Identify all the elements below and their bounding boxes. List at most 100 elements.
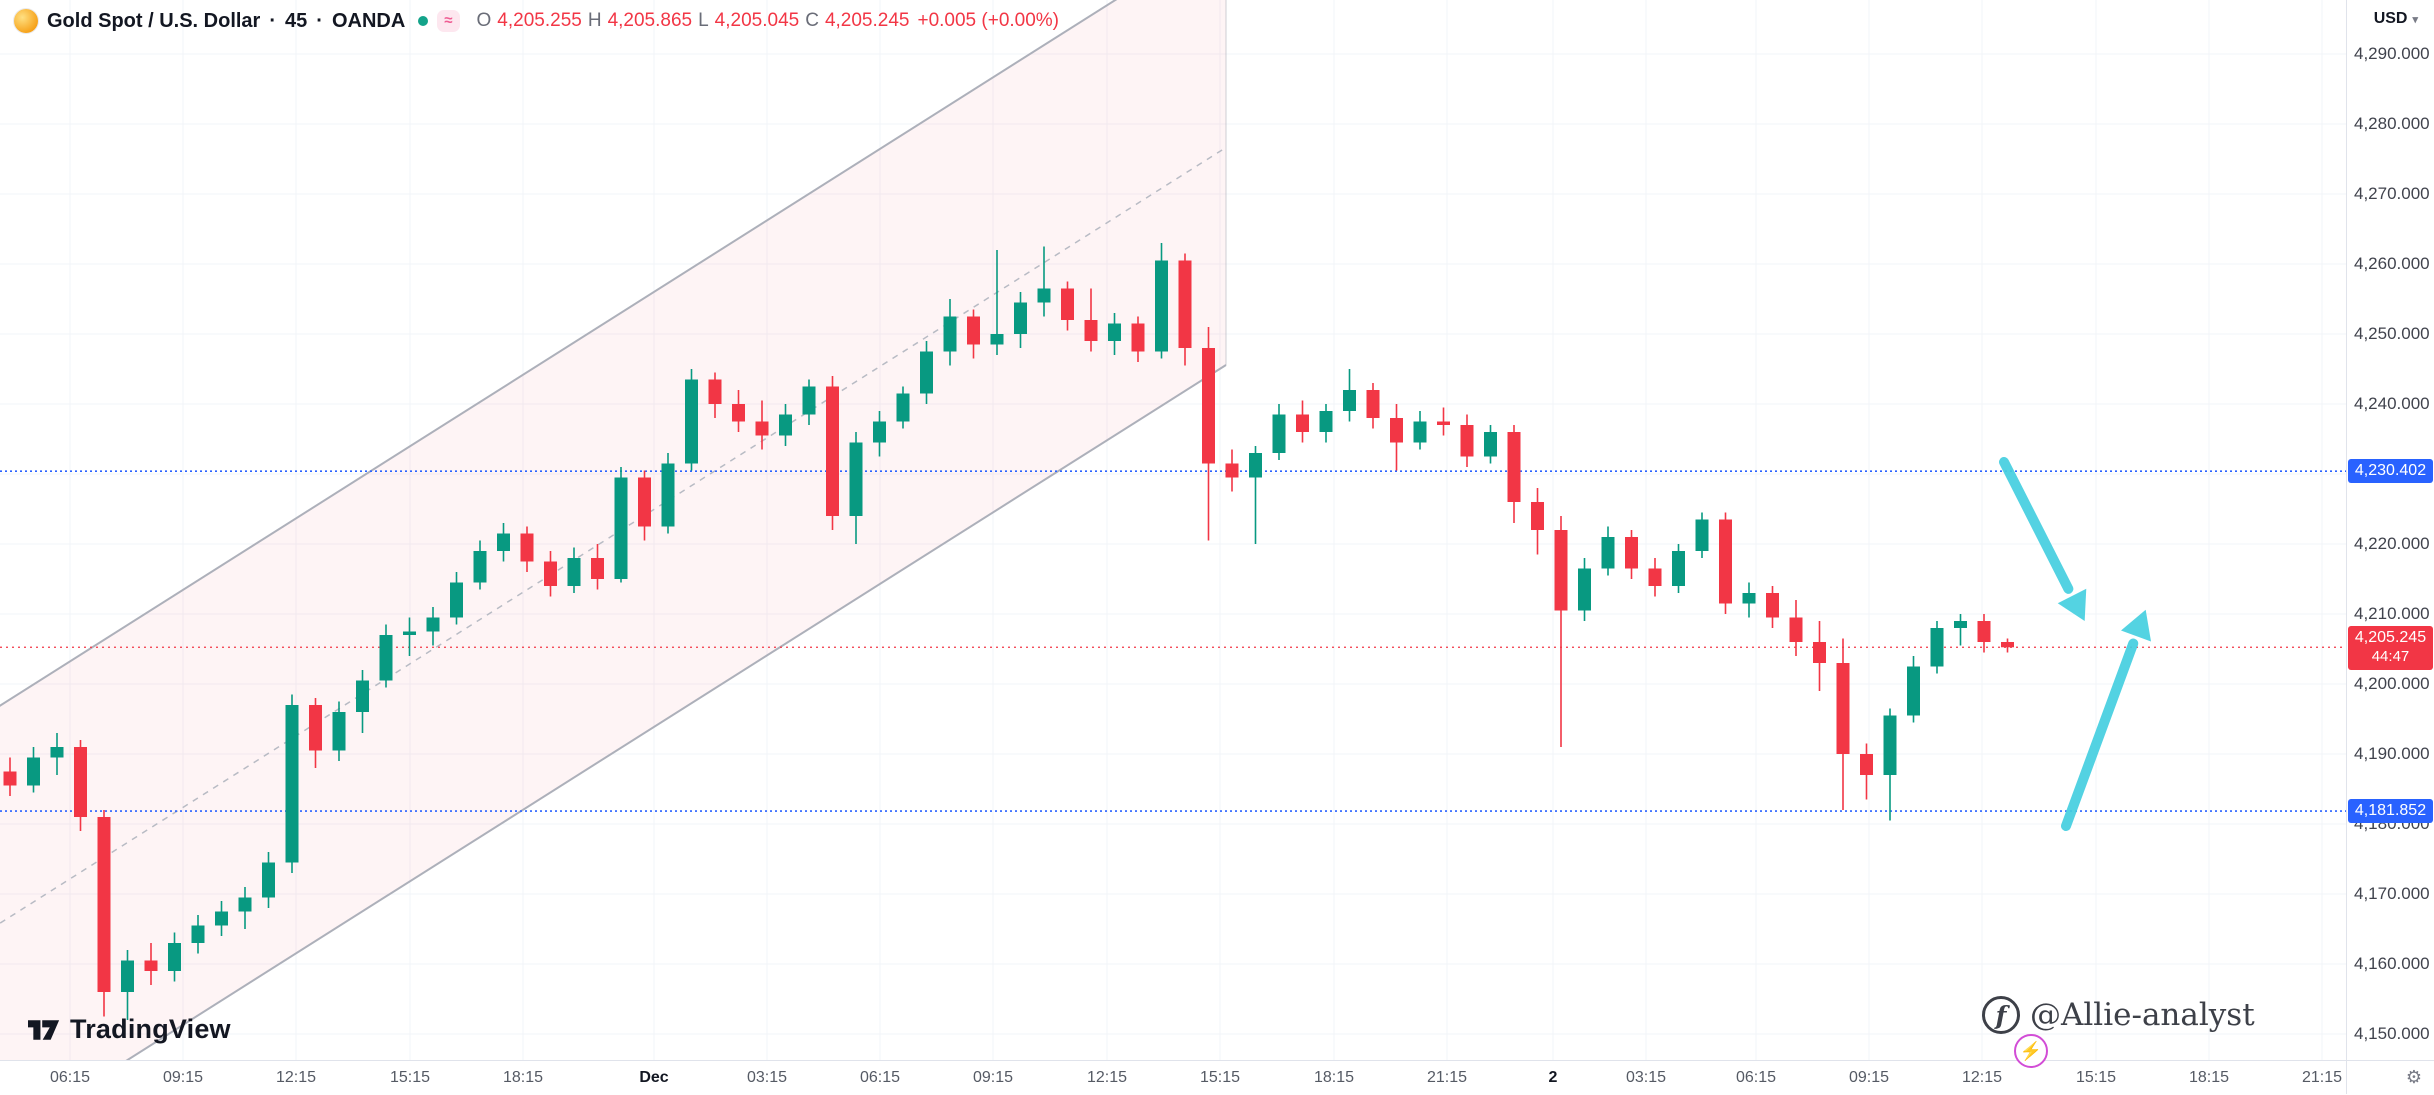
- arrow-shaft[interactable]: [2061, 638, 2139, 831]
- low-value: 4,205.045: [714, 10, 800, 31]
- time-axis-label: 06:15: [859, 1069, 901, 1086]
- time-axis-label: 12:15: [1961, 1069, 2003, 1086]
- candle: [238, 887, 252, 929]
- support-price-label[interactable]: 4,181.852: [2348, 799, 2433, 824]
- candle-body: [708, 379, 722, 404]
- exchange-name: OANDA: [331, 9, 406, 32]
- open-label: O: [476, 10, 492, 31]
- candle: [1930, 621, 1944, 674]
- candle-body: [1766, 593, 1779, 618]
- axis-corner: ⚙: [2346, 1060, 2434, 1094]
- lightning-icon[interactable]: ⚡: [2014, 1034, 2048, 1068]
- candle: [215, 901, 228, 936]
- candle: [1531, 488, 1544, 555]
- arrow-head[interactable]: [2120, 609, 2152, 642]
- price-axis-label: 4,190.000: [2354, 744, 2430, 763]
- candle: [1366, 383, 1380, 429]
- time-axis-label: 06:15: [1735, 1069, 1777, 1086]
- candle-body: [238, 897, 252, 912]
- high-value: 4,205.865: [607, 10, 693, 31]
- candle-body: [450, 582, 463, 618]
- arrow-shaft[interactable]: [1999, 457, 2074, 594]
- candle-body: [1977, 621, 1991, 642]
- candle-body: [1131, 323, 1145, 352]
- time-axis-label: 06:15: [49, 1069, 91, 1086]
- candle-body: [403, 631, 416, 635]
- candle: [168, 932, 181, 982]
- candle-body: [309, 705, 322, 751]
- candle-body: [144, 960, 158, 971]
- candle-body: [356, 680, 369, 712]
- candle-body: [1625, 537, 1638, 569]
- candle: [121, 950, 134, 1020]
- candle: [1202, 327, 1215, 541]
- close-value: 4,205.245: [824, 10, 910, 31]
- candle-body: [732, 404, 745, 422]
- candle: [1225, 449, 1239, 492]
- arrow-head[interactable]: [2057, 588, 2087, 621]
- candle: [920, 341, 933, 404]
- price-axis-label: 4,170.000: [2354, 884, 2430, 903]
- candle-body: [943, 316, 957, 352]
- candle-body: [1601, 537, 1615, 569]
- tradingview-logo[interactable]: TradingView: [28, 1014, 231, 1045]
- candle-body: [920, 351, 933, 394]
- candle: [638, 470, 651, 541]
- candle: [426, 607, 440, 646]
- chart-pane[interactable]: [0, 0, 2346, 1060]
- time-axis[interactable]: 06:15 09:15 12:15 15:15 18:15 Dec 03:15 06:15 09…: [0, 1060, 2346, 1095]
- channel-lower-line[interactable]: [0, 364, 1227, 1060]
- candle-body: [1084, 320, 1098, 341]
- candle: [1131, 316, 1145, 362]
- grid-lines: [0, 0, 2346, 1060]
- currency-selector[interactable]: USD ▾: [2374, 10, 2418, 28]
- resistance-price-label[interactable]: 4,230.402: [2348, 459, 2433, 484]
- candle: [1155, 243, 1168, 359]
- candle: [1695, 512, 1709, 558]
- candle: [1437, 407, 1450, 436]
- candle: [1108, 313, 1121, 355]
- candle-body: [1507, 432, 1521, 502]
- candle: [1719, 512, 1732, 614]
- gear-icon[interactable]: ⚙: [2405, 1067, 2422, 1087]
- price-axis[interactable]: 4,230.402 4,181.852 4,205.245 44:47 4,29…: [2346, 0, 2434, 1060]
- chart-svg[interactable]: [0, 0, 2346, 1060]
- candle-body: [826, 386, 839, 516]
- oanda-logo-icon: [14, 9, 38, 33]
- candle: [873, 411, 886, 457]
- candle: [1413, 411, 1427, 450]
- watermark-text: @Allie-analyst: [2030, 997, 2255, 1033]
- candle: [1836, 638, 1850, 810]
- candle-body: [967, 316, 980, 345]
- symbol-title[interactable]: Gold Spot / U.S. Dollar: [47, 9, 261, 32]
- candle: [1084, 288, 1098, 352]
- candle-body: [873, 421, 886, 443]
- candle-body: [1202, 348, 1215, 464]
- market-status-dot-icon[interactable]: [418, 16, 429, 26]
- candle-body: [896, 393, 910, 422]
- candle: [1343, 369, 1356, 422]
- candlestick-series: [3, 243, 2014, 1020]
- candle-body: [1930, 628, 1944, 667]
- time-axis-label: 12:15: [1086, 1069, 1128, 1086]
- trend-channel[interactable]: [0, 0, 1227, 1060]
- candle-body: [1813, 642, 1826, 663]
- candle-body: [1836, 663, 1850, 754]
- candle: [755, 400, 769, 450]
- candle: [614, 467, 628, 583]
- candle-body: [1883, 715, 1897, 775]
- candle: [896, 386, 910, 429]
- interval-value[interactable]: 45: [285, 9, 308, 32]
- time-axis-label: 09:15: [162, 1069, 204, 1086]
- tradingview-logo-text: TradingView: [70, 1014, 231, 1044]
- time-axis-label: 03:15: [1625, 1069, 1667, 1086]
- trend-arrows[interactable]: [1999, 457, 2152, 831]
- channel-upper-line[interactable]: [0, 0, 1226, 712]
- time-axis-label: Dec: [639, 1069, 669, 1086]
- candle: [379, 624, 393, 688]
- delayed-data-badge[interactable]: ≈: [437, 10, 460, 32]
- candle: [567, 547, 581, 593]
- candle-body: [544, 561, 557, 586]
- candle-body: [1108, 323, 1121, 341]
